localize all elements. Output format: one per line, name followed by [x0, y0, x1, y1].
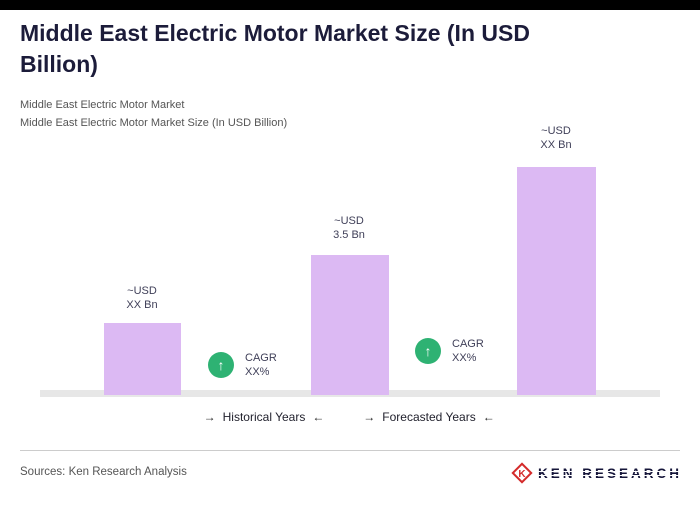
cagr-label: CAGR [245, 352, 277, 364]
logo-wordmark: KEN RESEARCH [537, 465, 683, 481]
cagr-label: CAGR [452, 338, 484, 350]
up-arrow-glyph: ↑ [424, 343, 432, 359]
bar-value-line2: 3.5 Bn [333, 229, 365, 241]
bar-value-line1: ~USD [541, 125, 571, 137]
right-arrow-icon: → [203, 410, 216, 424]
left-arrow-icon: ← [312, 410, 325, 424]
bar-value-label-forecast: ~USD XX Bn [517, 124, 595, 152]
bar-value-label-historical: ~USD XX Bn [103, 284, 181, 312]
left-arrow-icon: ← [482, 410, 495, 424]
cagr-text: CAGR XX% [452, 337, 484, 365]
bar-forecast [517, 167, 596, 395]
cagr-value: XX% [452, 352, 477, 364]
right-arrow-icon: → [363, 410, 376, 424]
page-title: Middle East Electric Motor Market Size (… [20, 20, 530, 77]
top-black-bar [0, 0, 700, 10]
sources-text: Sources: Ken Research Analysis [20, 466, 187, 478]
chart-subtitle-line1: Middle East Electric Motor Market [20, 99, 185, 111]
bar-value-line2: XX Bn [126, 299, 158, 311]
chart-subtitle-line2: Middle East Electric Motor Market Size (… [20, 117, 288, 129]
bar-chart: ~USD XX Bn ~USD 3.5 Bn ~USD XX Bn ↑ CAGR… [0, 120, 700, 397]
up-arrow-icon: ↑ [208, 352, 234, 378]
footer-divider [20, 450, 680, 451]
axis-label-historical-years: → Historical Years ← [179, 410, 349, 424]
up-arrow-icon: ↑ [415, 338, 441, 364]
cagr-badge-historical: ↑ CAGR XX% [208, 351, 277, 379]
svg-text:K: K [518, 469, 526, 480]
cagr-badge-forecast: ↑ CAGR XX% [415, 337, 484, 365]
bar-value-line1: ~USD [334, 215, 364, 227]
axis-label-forecasted-years: → Forecasted Years ← [344, 410, 514, 424]
bar-value-label-base: ~USD 3.5 Bn [310, 214, 388, 242]
axis-label-text: Historical Years [222, 410, 306, 424]
bar-value-line1: ~USD [127, 285, 157, 297]
bar-historical [104, 323, 181, 395]
up-arrow-glyph: ↑ [217, 357, 225, 373]
cagr-value: XX% [245, 366, 270, 378]
bar-base-year [311, 255, 389, 395]
bar-value-line2: XX Bn [540, 139, 572, 151]
axis-label-text: Forecasted Years [382, 410, 476, 424]
logo-diamond-icon: K [511, 462, 533, 484]
cagr-text: CAGR XX% [245, 351, 277, 379]
ken-research-logo: K KEN RESEARCH [511, 462, 683, 484]
